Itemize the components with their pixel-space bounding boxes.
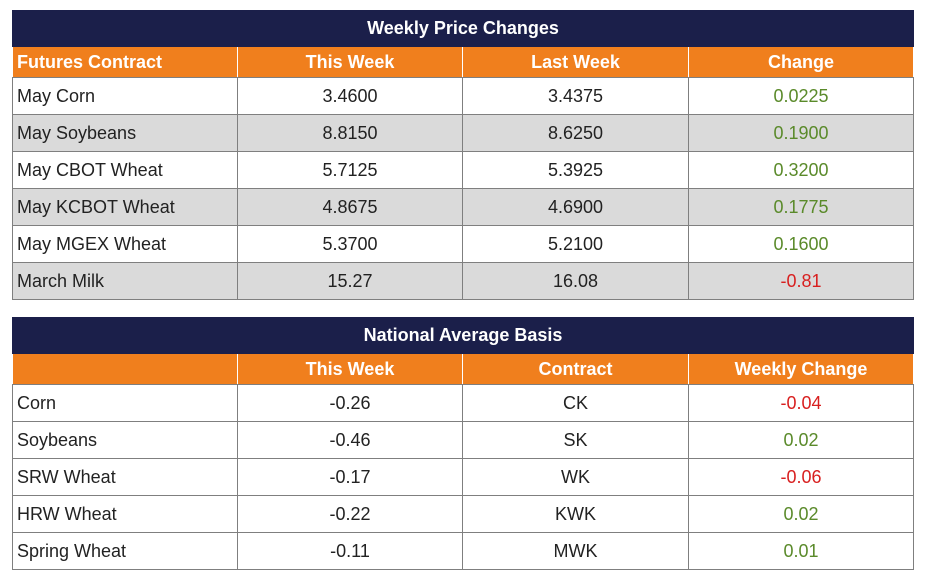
weekly-change-value: 0.01 [688, 532, 914, 570]
table-row: Spring Wheat -0.11 MWK 0.01 [12, 532, 914, 570]
last-week-value: 5.2100 [462, 225, 689, 263]
last-week-value: 4.6900 [462, 188, 689, 226]
this-week-basis: -0.46 [237, 421, 463, 459]
this-week-value: 5.7125 [237, 151, 463, 189]
change-value: 0.3200 [687, 151, 915, 189]
change-value: 0.0225 [687, 77, 915, 115]
contract-code: KWK [462, 495, 689, 533]
table-title-row: Weekly Price Changes [11, 10, 915, 47]
column-header: Last Week [462, 46, 689, 78]
commodity-name: Soybeans [12, 421, 238, 459]
table-header-row: Futures Contract This Week Last Week Cha… [12, 46, 915, 78]
change-value: 0.1600 [687, 225, 915, 263]
table-title-row: National Average Basis [12, 317, 914, 354]
last-week-value: 5.3925 [462, 151, 689, 189]
column-header: This Week [237, 353, 463, 385]
last-week-value: 16.08 [462, 262, 689, 300]
table-title: Weekly Price Changes [11, 10, 915, 47]
this-week-basis: -0.26 [237, 384, 463, 422]
contract-name: May CBOT Wheat [12, 151, 238, 189]
column-header: Weekly Change [688, 353, 914, 385]
this-week-value: 3.4600 [237, 77, 463, 115]
table-title: National Average Basis [12, 317, 914, 354]
this-week-value: 4.8675 [237, 188, 463, 226]
table-row: May Corn 3.4600 3.4375 0.0225 [12, 77, 915, 115]
table-row: May Soybeans 8.8150 8.6250 0.1900 [12, 114, 915, 152]
column-header: Contract [462, 353, 689, 385]
this-week-basis: -0.22 [237, 495, 463, 533]
table-row: SRW Wheat -0.17 WK -0.06 [12, 458, 914, 496]
change-value: 0.1900 [687, 114, 915, 152]
weekly-change-value: -0.06 [688, 458, 914, 496]
table-row: March Milk 15.27 16.08 -0.81 [12, 262, 915, 300]
this-week-value: 15.27 [237, 262, 463, 300]
national-average-basis-table: National Average Basis This Week Contrac… [12, 317, 914, 570]
this-week-value: 8.8150 [237, 114, 463, 152]
column-header: Futures Contract [12, 46, 238, 78]
this-week-value: 5.3700 [237, 225, 463, 263]
last-week-value: 8.6250 [462, 114, 689, 152]
contract-code: CK [462, 384, 689, 422]
table-header-row: This Week Contract Weekly Change [12, 353, 914, 385]
weekly-change-value: 0.02 [688, 495, 914, 533]
table-row: Soybeans -0.46 SK 0.02 [12, 421, 914, 459]
table-row: Corn -0.26 CK -0.04 [12, 384, 914, 422]
contract-name: May Corn [12, 77, 238, 115]
column-header: This Week [237, 46, 463, 78]
contract-code: MWK [462, 532, 689, 570]
this-week-basis: -0.17 [237, 458, 463, 496]
table-row: HRW Wheat -0.22 KWK 0.02 [12, 495, 914, 533]
table-row: May MGEX Wheat 5.3700 5.2100 0.1600 [12, 225, 915, 263]
commodity-name: Spring Wheat [12, 532, 238, 570]
commodity-name: Corn [12, 384, 238, 422]
contract-name: May Soybeans [12, 114, 238, 152]
commodity-name: HRW Wheat [12, 495, 238, 533]
change-value: -0.81 [687, 262, 915, 300]
weekly-price-changes-table: Weekly Price Changes Futures Contract Th… [11, 10, 915, 300]
table-row: May KCBOT Wheat 4.8675 4.6900 0.1775 [12, 188, 915, 226]
contract-name: May MGEX Wheat [12, 225, 238, 263]
weekly-change-value: 0.02 [688, 421, 914, 459]
contract-name: May KCBOT Wheat [12, 188, 238, 226]
contract-code: WK [462, 458, 689, 496]
commodity-name: SRW Wheat [12, 458, 238, 496]
contract-name: March Milk [12, 262, 238, 300]
contract-code: SK [462, 421, 689, 459]
change-value: 0.1775 [687, 188, 915, 226]
column-header [12, 353, 238, 385]
table-row: May CBOT Wheat 5.7125 5.3925 0.3200 [12, 151, 915, 189]
weekly-change-value: -0.04 [688, 384, 914, 422]
last-week-value: 3.4375 [462, 77, 689, 115]
column-header: Change [687, 46, 915, 78]
this-week-basis: -0.11 [237, 532, 463, 570]
